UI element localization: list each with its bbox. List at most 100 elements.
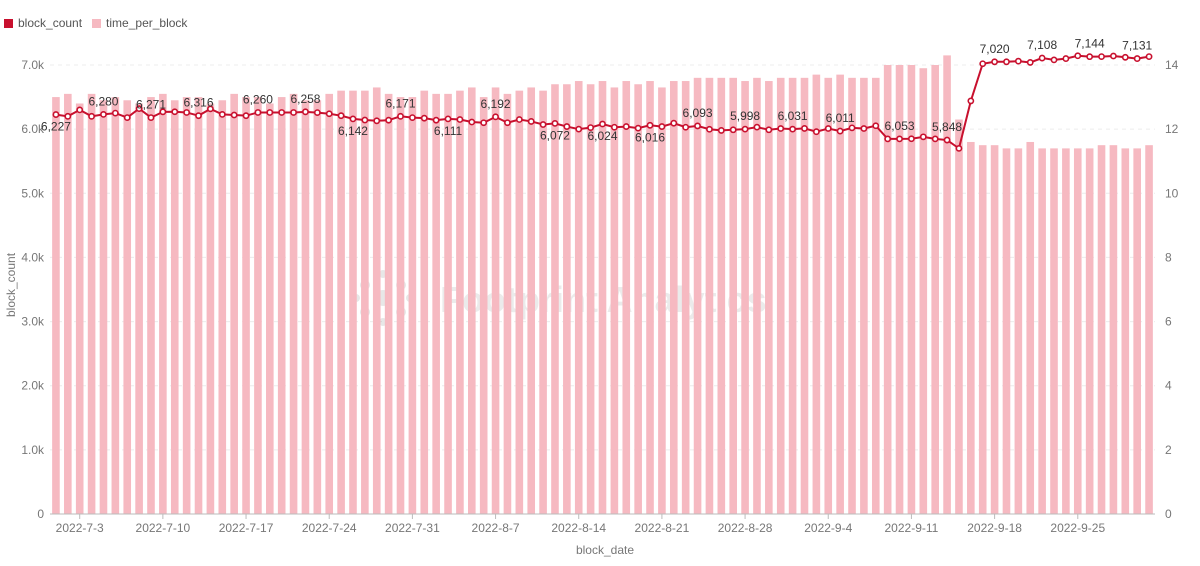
bar[interactable] (456, 90, 464, 515)
bar[interactable] (824, 77, 833, 514)
bar[interactable] (479, 97, 488, 515)
bar[interactable] (159, 93, 167, 514)
line-point[interactable] (777, 125, 785, 132)
line-point[interactable] (408, 114, 416, 121)
line-point[interactable] (123, 114, 131, 121)
bar[interactable] (1026, 141, 1035, 514)
bar[interactable] (52, 97, 60, 515)
bar[interactable] (99, 100, 108, 515)
bar[interactable] (467, 87, 476, 514)
bar[interactable] (349, 90, 357, 515)
line-point[interactable] (622, 123, 630, 130)
line-point[interactable] (1121, 53, 1129, 61)
line-point[interactable] (812, 128, 820, 136)
bar[interactable] (551, 84, 559, 514)
line-point[interactable] (1026, 59, 1034, 66)
bar[interactable] (372, 87, 381, 514)
line-point[interactable] (147, 114, 155, 121)
bar[interactable] (182, 97, 191, 515)
bar[interactable] (788, 77, 797, 514)
line-point[interactable] (1014, 57, 1022, 65)
line-point[interactable] (646, 121, 654, 129)
bar[interactable] (539, 90, 547, 515)
line-point[interactable] (884, 135, 892, 143)
bar[interactable] (444, 93, 452, 514)
line-point[interactable] (765, 126, 773, 134)
bar[interactable] (753, 77, 761, 514)
bar[interactable] (1014, 148, 1023, 514)
bar[interactable] (408, 97, 417, 515)
line-point[interactable] (515, 116, 523, 123)
line-point[interactable] (171, 108, 179, 116)
bar[interactable] (337, 90, 345, 515)
line-point[interactable] (848, 124, 856, 132)
bar[interactable] (1097, 145, 1106, 514)
bar[interactable] (967, 141, 975, 514)
legend-item-block-count[interactable]: block_count (4, 16, 82, 30)
line-point[interactable] (254, 109, 262, 116)
bar[interactable] (907, 65, 916, 514)
line-point[interactable] (218, 110, 226, 118)
line-point[interactable] (1098, 53, 1105, 60)
bar[interactable] (955, 119, 963, 515)
line-point[interactable] (682, 123, 690, 131)
line-point[interactable] (159, 108, 167, 116)
bar[interactable] (135, 103, 143, 514)
line-point[interactable] (420, 114, 428, 122)
bar[interactable] (396, 97, 405, 515)
bar[interactable] (503, 93, 512, 514)
bar[interactable] (646, 81, 654, 515)
line-point[interactable] (694, 122, 701, 130)
bar[interactable] (384, 93, 393, 514)
bar[interactable] (563, 84, 571, 514)
bar[interactable] (491, 87, 500, 514)
line-point[interactable] (456, 116, 464, 123)
line-point[interactable] (599, 120, 606, 128)
bar[interactable] (111, 97, 120, 515)
bar[interactable] (1145, 145, 1153, 514)
line-point[interactable] (717, 127, 725, 134)
line-point[interactable] (979, 60, 987, 68)
line-point[interactable] (1003, 58, 1010, 66)
line-point[interactable] (896, 135, 903, 143)
line-point[interactable] (943, 136, 951, 144)
bar[interactable] (729, 77, 738, 514)
line-point[interactable] (1050, 56, 1058, 64)
line-point[interactable] (836, 127, 844, 135)
bar[interactable] (658, 87, 666, 514)
bar[interactable] (266, 103, 274, 514)
line-point[interactable] (278, 109, 286, 116)
bar[interactable] (681, 81, 690, 515)
bar[interactable] (776, 77, 785, 514)
line-point[interactable] (527, 118, 535, 125)
bar[interactable] (1109, 145, 1118, 514)
bar[interactable] (361, 90, 369, 515)
line-point[interactable] (1133, 55, 1141, 62)
bar[interactable] (254, 97, 262, 515)
line-point[interactable] (266, 109, 274, 116)
line-point[interactable] (444, 115, 452, 123)
line-point[interactable] (504, 119, 511, 127)
line-point[interactable] (385, 116, 393, 124)
line-point[interactable] (587, 124, 595, 132)
line-point[interactable] (290, 109, 297, 116)
line-point[interactable] (860, 125, 868, 132)
line-point[interactable] (1074, 52, 1082, 60)
line-point[interactable] (610, 123, 618, 131)
bar[interactable] (1121, 148, 1130, 514)
line-point[interactable] (100, 110, 107, 118)
line-point[interactable] (349, 115, 357, 123)
line-point[interactable] (111, 109, 119, 117)
bar[interactable] (860, 77, 868, 514)
bar[interactable] (765, 81, 773, 515)
bar[interactable] (705, 77, 714, 514)
line-point[interactable] (741, 125, 749, 133)
line-point[interactable] (908, 135, 915, 143)
bar[interactable] (313, 100, 322, 515)
bar[interactable] (943, 55, 951, 514)
line-point[interactable] (325, 110, 333, 118)
line-point[interactable] (207, 105, 214, 113)
line-point[interactable] (991, 58, 998, 66)
bar[interactable] (895, 65, 904, 514)
bar[interactable] (812, 74, 821, 514)
